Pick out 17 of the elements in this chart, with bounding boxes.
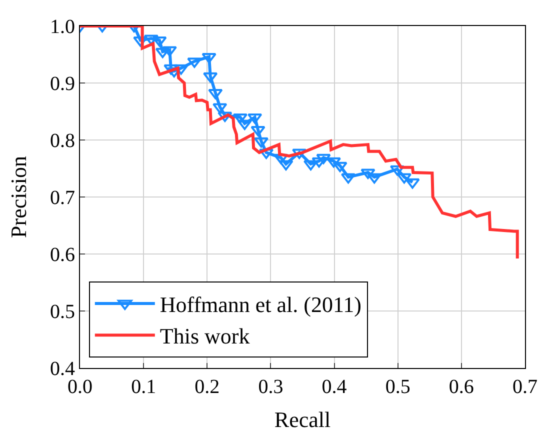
y-tick-label: 0.8 — [50, 130, 75, 152]
x-tick-label: 0.5 — [385, 376, 410, 398]
x-tick-label: 0.1 — [131, 376, 156, 398]
y-axis-title: Precision — [6, 156, 31, 238]
y-tick-label: 0.6 — [50, 244, 75, 266]
legend-label: Hoffmann et al. (2011) — [160, 292, 362, 318]
x-tick-label: 0.4 — [322, 376, 347, 398]
x-tick-label: 0.3 — [258, 376, 284, 398]
y-tick-label: 0.5 — [50, 301, 75, 323]
y-tick-label: 0.7 — [50, 187, 75, 209]
y-tick-label: 1.0 — [50, 16, 75, 38]
x-tick-label: 0.6 — [448, 376, 474, 398]
x-tick-label: 0.2 — [194, 376, 220, 398]
x-tick-label: 0.7 — [512, 376, 538, 398]
legend-label: This work — [160, 324, 250, 349]
x-axis-title: Recall — [274, 407, 331, 432]
y-tick-label: 0.9 — [50, 73, 75, 95]
